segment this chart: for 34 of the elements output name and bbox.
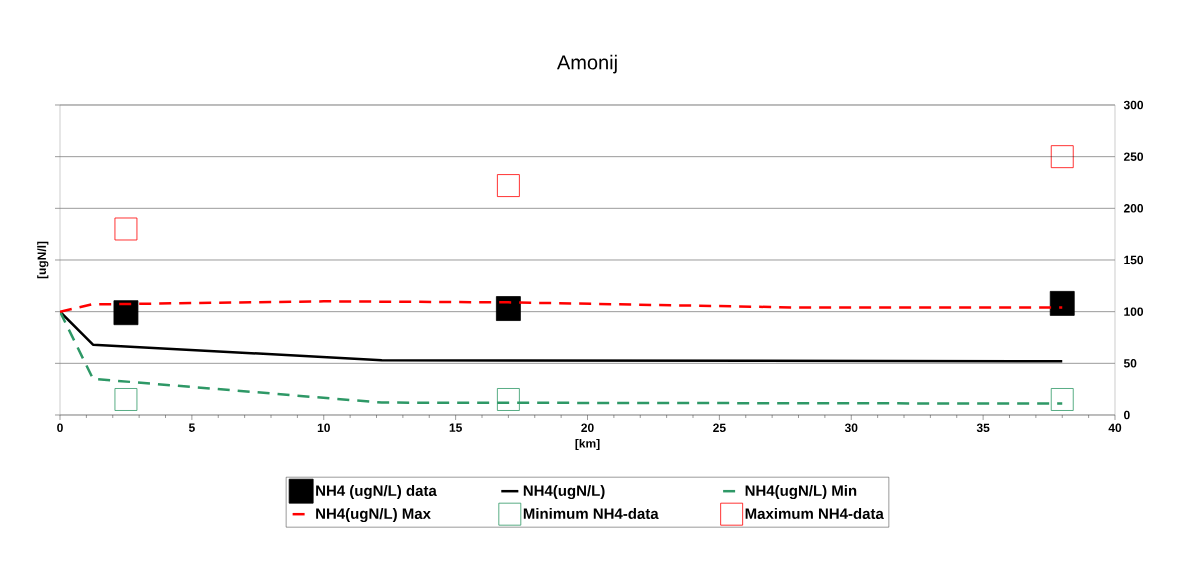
legend-label: NH4(ugN/L) Min [745,485,857,500]
x-axis-title: [km] [575,438,600,451]
point [113,300,139,326]
point [495,296,521,321]
y-axis-title: [ugN/l] [37,241,49,279]
x-tick-label: 35 [976,423,990,433]
point [1050,388,1074,411]
y-tick-label: 300 [1123,100,1144,110]
x-tick-label: 40 [1108,423,1122,433]
point [496,388,520,411]
point [1049,290,1075,316]
y-tick-label: 200 [1123,204,1144,213]
legend-label: Maximum NH4-data [745,508,884,520]
chart-title: Amonij [556,54,617,74]
x-tick-label: 15 [449,423,462,432]
point [1050,145,1074,169]
legend-label: NH4(ugN/L) [523,485,605,500]
y-tick-label: 250 [1123,152,1144,161]
y-tick-label: 50 [1123,359,1137,368]
legend-label: Minimum NH4-data [523,508,659,520]
x-tick-label: 25 [713,423,726,433]
x-tick-label: 20 [581,423,594,433]
y-tick-label: 100 [1124,307,1144,316]
y-tick-label: 150 [1124,255,1144,265]
legend-label: NH4 (ugN/L) data [316,485,437,500]
point [114,217,138,241]
x-tick-label: 5 [188,423,195,432]
y-tick-label: 0 [1124,410,1130,420]
point [496,174,520,197]
x-tick-label: 30 [844,423,858,433]
legend-label: NH4(ugN/L) Max [316,508,431,523]
x-tick-label: 0 [57,423,63,433]
x-tick-label: 10 [317,423,330,433]
point [114,388,138,411]
